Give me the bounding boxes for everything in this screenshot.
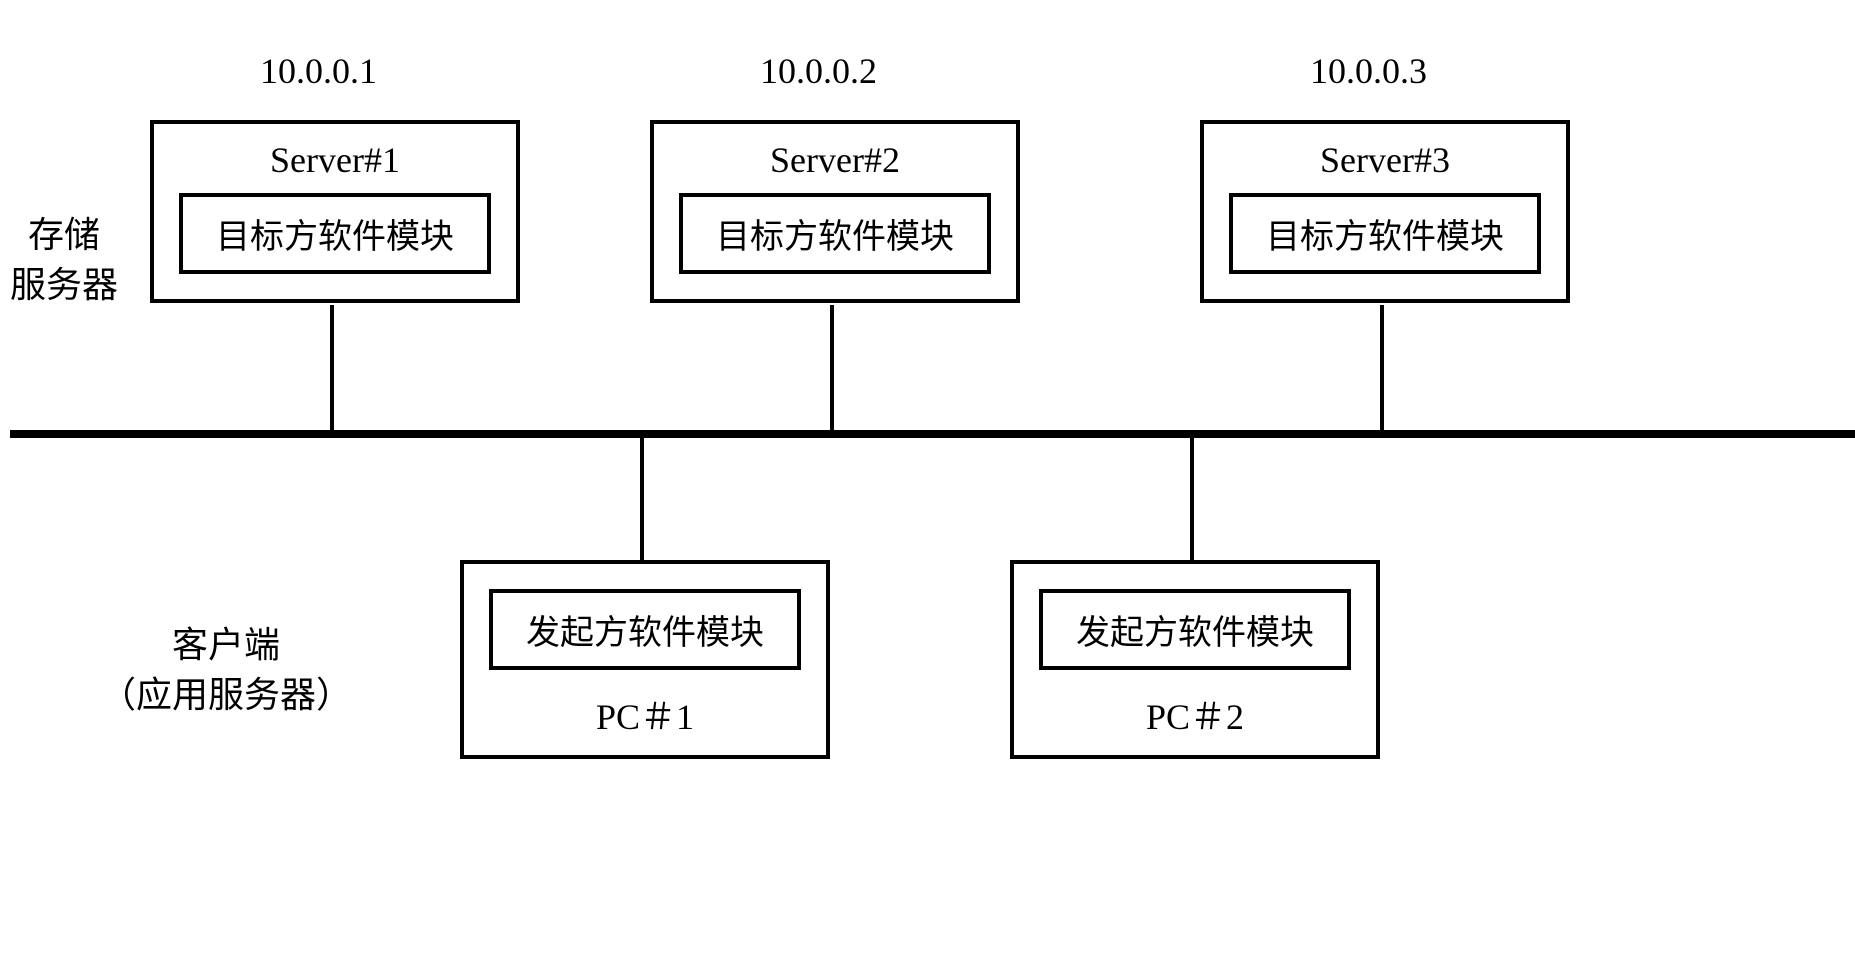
server3-box: Server#3 目标方软件模块	[1200, 120, 1570, 303]
server2-box: Server#2 目标方软件模块	[650, 120, 1020, 303]
server2-module: 目标方软件模块	[679, 193, 991, 274]
server-label-line2: 服务器	[10, 260, 118, 310]
server1-module: 目标方软件模块	[179, 193, 491, 274]
client1-title: PC＃1	[489, 688, 801, 740]
server3-module: 目标方软件模块	[1229, 193, 1541, 274]
network-bus	[10, 430, 1855, 438]
client1-box: 发起方软件模块 PC＃1	[460, 560, 830, 759]
server2-connector	[830, 305, 834, 435]
client2-module: 发起方软件模块	[1039, 589, 1351, 670]
client1-connector	[640, 438, 644, 560]
client1-module: 发起方软件模块	[489, 589, 801, 670]
server3-ip: 10.0.0.3	[1310, 50, 1427, 92]
client2-box: 发起方软件模块 PC＃2	[1010, 560, 1380, 759]
server3-connector	[1380, 305, 1384, 435]
server2-title: Server#2	[679, 139, 991, 181]
server1-ip: 10.0.0.1	[260, 50, 377, 92]
server-side-label: 存储 服务器	[10, 210, 118, 311]
server1-connector	[330, 305, 334, 435]
server1-title: Server#1	[179, 139, 491, 181]
client2-title: PC＃2	[1039, 688, 1351, 740]
client-label-line1: 客户端	[100, 620, 352, 670]
client-label-line2: （应用服务器）	[100, 670, 352, 720]
client-side-label: 客户端 （应用服务器）	[100, 620, 352, 721]
server2-ip: 10.0.0.2	[760, 50, 877, 92]
server1-box: Server#1 目标方软件模块	[150, 120, 520, 303]
server3-title: Server#3	[1229, 139, 1541, 181]
server-label-line1: 存储	[10, 210, 118, 260]
client2-connector	[1190, 438, 1194, 560]
network-diagram: 存储 服务器 10.0.0.1 Server#1 目标方软件模块 10.0.0.…	[0, 0, 1855, 974]
